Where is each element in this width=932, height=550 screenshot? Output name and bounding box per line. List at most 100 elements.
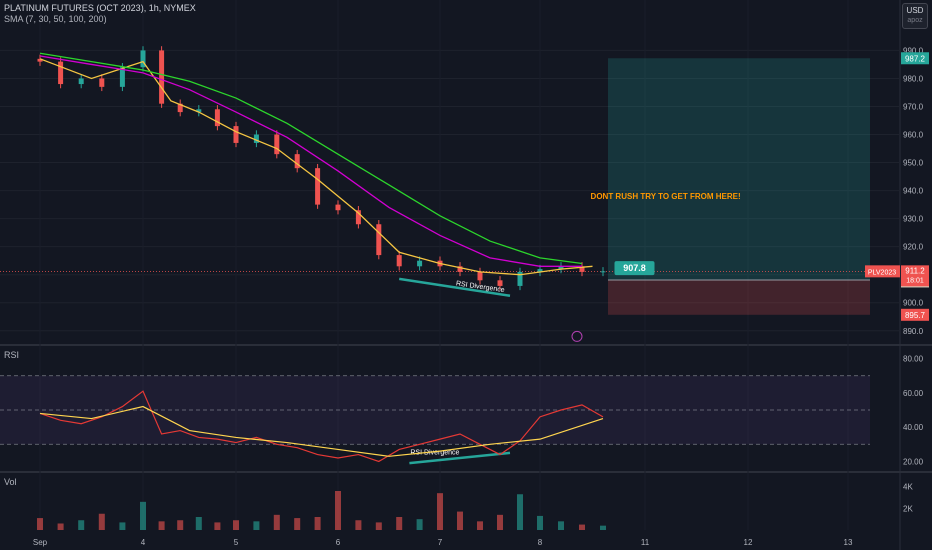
candle-body[interactable]: [99, 78, 105, 87]
symbol-title: PLATINUM FUTURES (OCT 2023), 1h, NYMEX: [4, 3, 196, 13]
sma-line-2[interactable]: [39, 55, 582, 267]
sma-line-1[interactable]: [39, 58, 593, 276]
volume-tick-label: 4K: [903, 483, 913, 492]
time-tick-label: 8: [538, 538, 543, 547]
candle-body[interactable]: [274, 134, 280, 155]
candle-body[interactable]: [159, 50, 165, 104]
candle-body[interactable]: [355, 210, 361, 225]
candle-body[interactable]: [177, 103, 183, 113]
sma-legend[interactable]: SMA (7, 30, 50, 100, 200): [4, 14, 107, 24]
volume-bar: [437, 493, 443, 530]
target-price-tag-text: 987.2: [905, 54, 926, 63]
position-stop-zone[interactable]: [608, 280, 870, 315]
volume-bar: [273, 514, 280, 530]
divergence-line-price[interactable]: [399, 277, 511, 297]
volume-bar: [558, 521, 564, 530]
alert-icon[interactable]: [571, 330, 583, 342]
rsi-ma-line[interactable]: [39, 405, 604, 457]
price-tick-label: 920.0: [903, 243, 924, 252]
rsi-tick-label: 20.00: [903, 457, 924, 466]
volume-bar: [37, 518, 43, 530]
rsi-tick-label: 40.00: [903, 423, 924, 432]
target-price-tag: [901, 52, 929, 65]
divergence-line-rsi[interactable]: [409, 451, 511, 465]
volume-bar: [253, 521, 260, 530]
candle-body[interactable]: [457, 266, 463, 272]
volume-bar: [294, 518, 301, 530]
position-target-zone[interactable]: [608, 58, 870, 281]
volume-bar: [335, 491, 341, 530]
candle-body[interactable]: [58, 61, 64, 85]
time-tick-label: Sep: [33, 538, 48, 547]
volume-bar: [314, 517, 321, 530]
rsi-line[interactable]: [39, 390, 604, 463]
candle-body[interactable]: [119, 67, 125, 87]
entry-price-callout-text: 907.8: [623, 263, 646, 273]
candle-body[interactable]: [517, 271, 523, 286]
candle-body[interactable]: [78, 78, 84, 85]
volume-bar: [158, 521, 165, 530]
volume-bar: [375, 522, 382, 530]
volume-bar: [600, 525, 606, 530]
price-tick-label: 960.0: [903, 131, 924, 140]
candle-body[interactable]: [294, 154, 300, 169]
currency-selector[interactable]: USD apoz: [902, 3, 928, 29]
volume-bar: [140, 501, 146, 530]
candle-body[interactable]: [37, 58, 43, 62]
candle-body[interactable]: [315, 168, 321, 205]
price-tick-label: 940.0: [903, 187, 924, 196]
price-tick-label: 950.0: [903, 159, 924, 168]
candle-body[interactable]: [477, 271, 483, 281]
candle-body[interactable]: [537, 269, 543, 272]
currency-note: apoz: [907, 17, 923, 24]
volume-bar: [119, 522, 126, 530]
volume-legend[interactable]: Vol: [4, 477, 17, 487]
candle-body[interactable]: [396, 255, 402, 267]
divergence-label-rsi: RSI Divergence: [410, 450, 459, 457]
volume-bar: [517, 494, 523, 530]
entry-price-callout[interactable]: [614, 261, 655, 276]
candle-body[interactable]: [376, 224, 382, 256]
volume-bar: [497, 514, 503, 530]
candle-body[interactable]: [140, 50, 146, 68]
candle-body[interactable]: [196, 109, 202, 113]
currency-label: USD: [906, 6, 924, 15]
volume-bar: [177, 520, 184, 530]
time-tick-label: 13: [844, 538, 853, 547]
symbol-price-tag-text: PLV2023: [868, 269, 896, 276]
candle-body[interactable]: [335, 204, 341, 211]
stop-price-tag: [901, 308, 929, 321]
volume-bar: [537, 515, 543, 530]
candle-body[interactable]: [253, 134, 259, 143]
volume-bar: [233, 520, 239, 530]
volume-bar: [355, 520, 362, 530]
candle-body[interactable]: [233, 126, 239, 143]
candle-body[interactable]: [558, 266, 564, 270]
last-price-timer: 18:01: [906, 277, 924, 284]
candle-body[interactable]: [417, 260, 423, 267]
volume-tick-label: 2K: [903, 504, 913, 513]
volume-bar: [98, 513, 105, 530]
candle-body[interactable]: [600, 271, 606, 273]
candle-body[interactable]: [497, 280, 503, 286]
candle-body[interactable]: [214, 109, 220, 127]
price-tick-label: 930.0: [903, 215, 924, 224]
rsi-legend[interactable]: RSI: [4, 350, 20, 360]
rsi-tick-label: 80.00: [903, 355, 924, 364]
time-tick-label: 12: [744, 538, 753, 547]
volume-bar: [195, 517, 202, 530]
volume-bar: [78, 520, 85, 530]
rsi-tick-label: 60.00: [903, 389, 924, 398]
time-tick-label: 5: [234, 538, 239, 547]
price-tick-label: 970.0: [903, 102, 924, 111]
time-tick-label: 4: [141, 538, 146, 547]
annotation-text: DONT RUSH TRY TO GET FROM HERE!: [591, 192, 741, 201]
sma-line-3[interactable]: [39, 52, 583, 265]
price-tick-label: 980.0: [903, 74, 924, 83]
time-tick-label: 7: [438, 538, 443, 547]
volume-bar: [396, 517, 403, 530]
price-tick-label: 890.0: [903, 327, 924, 336]
symbol-price-tag: [865, 265, 900, 278]
candle-body[interactable]: [579, 266, 585, 272]
